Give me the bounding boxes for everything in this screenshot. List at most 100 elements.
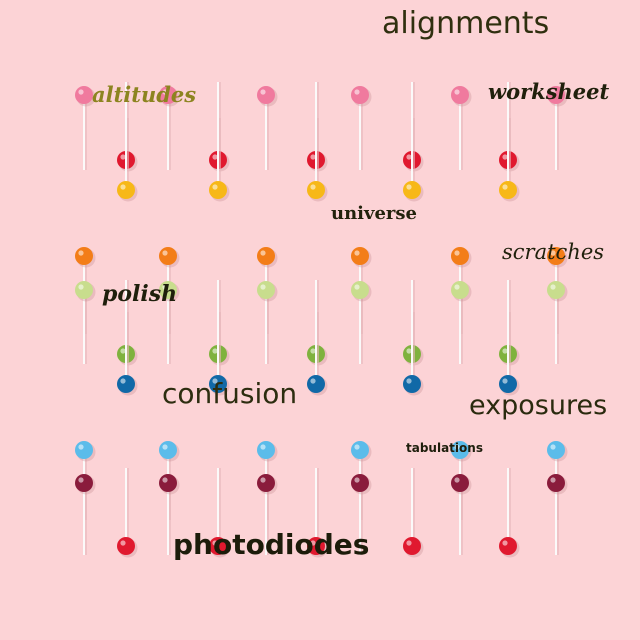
lollipop-up-3-1-candy bbox=[159, 441, 177, 459]
lollipop-up-0-0-candy bbox=[75, 86, 93, 104]
lollipop-down-2-4-candy-highlight bbox=[502, 348, 508, 354]
word-tabulations: tabulations bbox=[406, 441, 483, 455]
lollipop-up-0-3-candy-highlight bbox=[354, 89, 360, 95]
lollipop-down-3-0-candy-highlight bbox=[120, 378, 126, 384]
lollipop-up-1-5-candy-highlight bbox=[550, 250, 556, 256]
lollipop-up-3-0-candy-highlight bbox=[78, 444, 84, 450]
lollipop-down-3-2-candy bbox=[307, 375, 325, 393]
word-polish: polish bbox=[102, 281, 178, 307]
lollipop-up-0-2-candy-highlight bbox=[260, 89, 266, 95]
lollipop-down-1-2-candy bbox=[307, 181, 325, 199]
lollipop-up-2-2-candy-highlight bbox=[260, 284, 266, 290]
lollipop-down-1-0-candy bbox=[117, 181, 135, 199]
lollipop-down-4-2-candy-highlight bbox=[310, 540, 316, 546]
lollipop-up-1-4-candy bbox=[451, 247, 469, 265]
lollipop-up-3-4-candy-highlight bbox=[454, 444, 460, 450]
lollipop-up-1-0-candy bbox=[75, 247, 93, 265]
lollipop-down-4-3-candy bbox=[403, 537, 421, 555]
lollipop-down-3-2-candy-highlight bbox=[310, 378, 316, 384]
lollipop-down-4-1-candy-highlight bbox=[212, 540, 218, 546]
lollipop-up-4-2-candy-highlight bbox=[260, 477, 266, 483]
lollipop-down-0-1-candy-highlight bbox=[212, 154, 218, 160]
lollipop-down-4-4-candy bbox=[499, 537, 517, 555]
lollipop-up-0-1-candy-highlight bbox=[162, 89, 168, 95]
lollipop-down-0-0-candy-highlight bbox=[120, 154, 126, 160]
word-universe: universe bbox=[331, 203, 417, 224]
lollipop-up-1-3-candy-highlight bbox=[354, 250, 360, 256]
lollipop-down-3-3-candy bbox=[403, 375, 421, 393]
word-confusion: confusion bbox=[162, 377, 298, 410]
lollipop-up-2-5-candy bbox=[547, 281, 565, 299]
lollipop-down-0-2-candy-highlight bbox=[310, 154, 316, 160]
lollipop-up-4-1-candy-highlight bbox=[162, 477, 168, 483]
lollipop-up-0-4-candy bbox=[451, 86, 469, 104]
lollipop-up-3-5-candy bbox=[547, 441, 565, 459]
lollipop-up-4-3-candy-highlight bbox=[354, 477, 360, 483]
lollipop-up-4-5-candy bbox=[547, 474, 565, 492]
lollipop-down-3-0-candy bbox=[117, 375, 135, 393]
lollipop-up-2-3-candy bbox=[351, 281, 369, 299]
lollipop-up-2-0-candy-highlight bbox=[78, 284, 84, 290]
lollipop-down-3-3-candy-highlight bbox=[406, 378, 412, 384]
lollipop-up-1-4-candy-highlight bbox=[454, 250, 460, 256]
word-exposures: exposures bbox=[469, 390, 608, 421]
lollipop-down-1-3-candy-highlight bbox=[406, 184, 412, 190]
lollipop-up-4-4-candy bbox=[451, 474, 469, 492]
lollipop-up-3-0-candy bbox=[75, 441, 93, 459]
lollipop-up-2-0-candy bbox=[75, 281, 93, 299]
lollipop-up-2-2-candy bbox=[257, 281, 275, 299]
lollipop-up-1-1-candy bbox=[159, 247, 177, 265]
word-photodiodes: photodiodes bbox=[173, 528, 370, 561]
lollipop-down-0-4-candy-highlight bbox=[502, 154, 508, 160]
lollipop-up-3-2-candy bbox=[257, 441, 275, 459]
word-worksheet: worksheet bbox=[488, 79, 610, 104]
lollipop-up-0-3-candy bbox=[351, 86, 369, 104]
word-alignments: alignments bbox=[382, 6, 550, 41]
lollipop-up-1-0-candy-highlight bbox=[78, 250, 84, 256]
lollipop-down-3-1-candy-highlight bbox=[212, 378, 218, 384]
lollipop-down-2-2-candy-highlight bbox=[310, 348, 316, 354]
lollipop-up-3-1-candy-highlight bbox=[162, 444, 168, 450]
word-altitudes: altitudes bbox=[92, 82, 197, 107]
lollipop-up-0-4-candy-highlight bbox=[454, 89, 460, 95]
lollipop-up-1-2-candy bbox=[257, 247, 275, 265]
lollipop-up-4-0-candy-highlight bbox=[78, 477, 84, 483]
lollipop-down-1-0-candy-highlight bbox=[120, 184, 126, 190]
lollipop-up-0-5-candy-highlight bbox=[550, 89, 556, 95]
lollipop-up-2-3-candy-highlight bbox=[354, 284, 360, 290]
lollipop-up-4-4-candy-highlight bbox=[454, 477, 460, 483]
lollipop-down-1-2-candy-highlight bbox=[310, 184, 316, 190]
lollipop-up-4-3-candy bbox=[351, 474, 369, 492]
lollipop-down-3-4-candy-highlight bbox=[502, 378, 508, 384]
lollipop-up-4-0-candy bbox=[75, 474, 93, 492]
lollipop-up-1-2-candy-highlight bbox=[260, 250, 266, 256]
lollipop-down-2-0-candy-highlight bbox=[120, 348, 126, 354]
lollipop-up-0-0-candy-highlight bbox=[78, 89, 84, 95]
lollipop-down-4-0-candy-highlight bbox=[120, 540, 126, 546]
lollipop-up-2-4-candy bbox=[451, 281, 469, 299]
lollipop-down-2-1-candy-highlight bbox=[212, 348, 218, 354]
lollipop-up-2-5-candy-highlight bbox=[550, 284, 556, 290]
lollipop-down-2-3-candy-highlight bbox=[406, 348, 412, 354]
lollipop-up-2-4-candy-highlight bbox=[454, 284, 460, 290]
lollipop-down-1-4-candy bbox=[499, 181, 517, 199]
lollipop-down-4-0-candy bbox=[117, 537, 135, 555]
lollipop-down-4-4-candy-highlight bbox=[502, 540, 508, 546]
word-scratches: scratches bbox=[502, 240, 605, 264]
lollipop-up-4-2-candy bbox=[257, 474, 275, 492]
lollipop-up-0-2-candy bbox=[257, 86, 275, 104]
lollipop-down-0-3-candy-highlight bbox=[406, 154, 412, 160]
lollipop-up-3-3-candy-highlight bbox=[354, 444, 360, 450]
lollipop-down-1-4-candy-highlight bbox=[502, 184, 508, 190]
lollipop-up-3-3-candy bbox=[351, 441, 369, 459]
lollipop-up-3-5-candy-highlight bbox=[550, 444, 556, 450]
lollipop-down-1-1-candy-highlight bbox=[212, 184, 218, 190]
lollipop-up-4-1-candy bbox=[159, 474, 177, 492]
lollipop-up-3-2-candy-highlight bbox=[260, 444, 266, 450]
lollipop-up-2-1-candy-highlight bbox=[162, 284, 168, 290]
lollipop-down-4-3-candy-highlight bbox=[406, 540, 412, 546]
lollipop-down-1-3-candy bbox=[403, 181, 421, 199]
lollipop-up-1-1-candy-highlight bbox=[162, 250, 168, 256]
lollipop-up-1-3-candy bbox=[351, 247, 369, 265]
